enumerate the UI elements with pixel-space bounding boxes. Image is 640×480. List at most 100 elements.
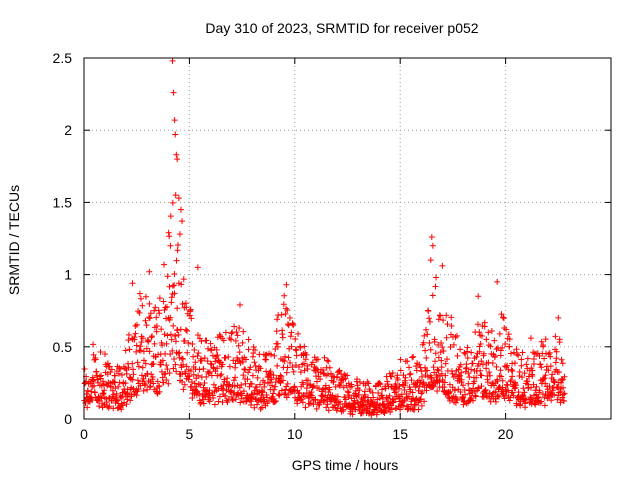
data-point bbox=[205, 370, 212, 377]
data-point bbox=[463, 364, 470, 371]
data-point bbox=[323, 404, 330, 411]
data-point bbox=[222, 393, 229, 400]
data-point bbox=[164, 366, 171, 373]
data-point bbox=[156, 310, 163, 317]
data-point bbox=[134, 321, 141, 328]
data-point bbox=[457, 361, 464, 368]
data-point bbox=[471, 378, 478, 385]
data-point bbox=[155, 307, 162, 314]
data-point bbox=[443, 334, 450, 341]
data-point bbox=[439, 344, 446, 351]
data-point bbox=[425, 307, 432, 314]
data-point bbox=[161, 261, 168, 268]
data-point bbox=[500, 314, 507, 321]
data-point bbox=[132, 330, 139, 337]
data-point bbox=[82, 379, 89, 386]
data-point bbox=[146, 314, 153, 321]
data-point bbox=[169, 57, 176, 64]
data-point bbox=[148, 334, 155, 341]
data-point bbox=[134, 359, 141, 366]
data-point bbox=[183, 363, 190, 370]
data-point bbox=[191, 346, 198, 353]
data-point bbox=[509, 367, 516, 374]
data-point bbox=[172, 338, 179, 345]
data-point bbox=[133, 348, 140, 355]
data-point bbox=[542, 350, 549, 357]
data-point bbox=[521, 370, 528, 377]
data-point bbox=[238, 381, 245, 388]
data-point bbox=[429, 242, 436, 249]
data-point bbox=[432, 358, 439, 365]
data-point bbox=[267, 368, 274, 375]
data-point bbox=[322, 385, 329, 392]
data-point bbox=[180, 276, 187, 283]
data-point bbox=[234, 332, 241, 339]
data-point bbox=[274, 343, 281, 350]
data-point bbox=[324, 371, 331, 378]
data-point bbox=[529, 396, 536, 403]
data-point bbox=[301, 360, 308, 367]
data-point bbox=[494, 278, 501, 285]
data-point bbox=[558, 356, 565, 363]
data-point bbox=[426, 340, 433, 347]
data-point bbox=[435, 316, 442, 323]
data-point bbox=[114, 397, 121, 404]
data-point bbox=[165, 380, 172, 387]
data-point bbox=[541, 355, 548, 362]
data-point bbox=[510, 349, 517, 356]
data-point bbox=[397, 406, 404, 413]
data-point bbox=[375, 390, 382, 397]
data-point bbox=[301, 393, 308, 400]
data-point bbox=[560, 391, 567, 398]
data-point bbox=[310, 382, 317, 389]
data-point bbox=[280, 301, 287, 308]
data-point bbox=[171, 356, 178, 363]
data-point bbox=[326, 364, 333, 371]
data-point bbox=[460, 382, 467, 389]
data-point bbox=[171, 290, 178, 297]
data-point bbox=[421, 398, 428, 405]
data-point bbox=[212, 358, 219, 365]
data-point bbox=[249, 372, 256, 379]
data-point bbox=[397, 356, 404, 363]
data-point bbox=[538, 398, 545, 405]
data-point bbox=[218, 371, 225, 378]
data-point bbox=[436, 378, 443, 385]
data-point bbox=[397, 367, 404, 374]
data-point bbox=[435, 367, 442, 374]
data-point bbox=[271, 398, 278, 405]
data-point bbox=[228, 330, 235, 337]
data-point bbox=[292, 346, 299, 353]
data-point bbox=[288, 343, 295, 350]
data-point bbox=[135, 363, 142, 370]
data-point bbox=[285, 354, 292, 361]
data-point bbox=[146, 268, 153, 275]
data-point bbox=[453, 395, 460, 402]
data-point bbox=[239, 339, 246, 346]
data-point bbox=[182, 370, 189, 377]
data-point bbox=[420, 339, 427, 346]
data-point bbox=[184, 349, 191, 356]
data-point bbox=[301, 343, 308, 350]
data-point bbox=[283, 383, 290, 390]
data-point bbox=[113, 390, 120, 397]
data-point bbox=[129, 360, 136, 367]
data-point bbox=[289, 364, 296, 371]
data-point bbox=[322, 382, 329, 389]
data-point bbox=[184, 328, 191, 335]
data-point bbox=[151, 340, 158, 347]
data-point bbox=[272, 383, 279, 390]
data-point bbox=[300, 352, 307, 359]
data-point bbox=[251, 387, 258, 394]
data-point bbox=[486, 390, 493, 397]
data-point bbox=[536, 353, 543, 360]
data-point bbox=[250, 350, 257, 357]
data-point bbox=[460, 401, 467, 408]
data-point bbox=[434, 388, 441, 395]
data-point bbox=[290, 322, 297, 329]
data-point bbox=[167, 213, 174, 220]
data-point bbox=[210, 395, 217, 402]
data-point bbox=[541, 402, 548, 409]
data-point bbox=[232, 374, 239, 381]
data-point bbox=[507, 394, 514, 401]
